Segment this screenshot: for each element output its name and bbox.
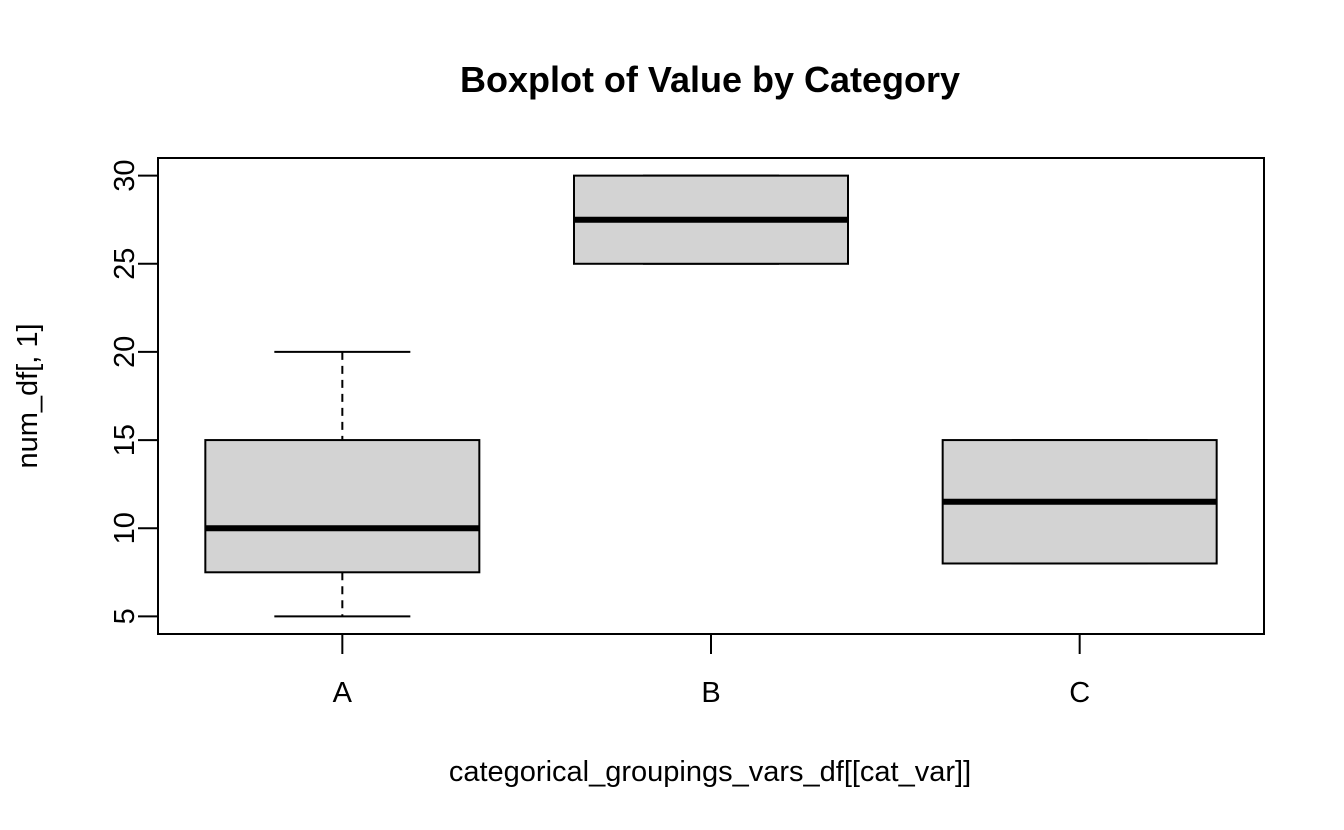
box-C: [941, 439, 1218, 565]
x-tick-label: C: [1069, 677, 1090, 709]
x-axis-title: categorical_groupings_vars_df[[cat_var]]: [449, 756, 971, 788]
y-tick-label: 30: [109, 159, 141, 191]
y-tick-label: 15: [109, 424, 141, 456]
box-B: [573, 174, 849, 265]
boxes-group: [204, 174, 1218, 618]
chart-title: Boxplot of Value by Category: [460, 59, 960, 100]
box-A: [204, 350, 481, 618]
y-tick-label: 10: [109, 512, 141, 544]
x-axis: A B C: [333, 634, 1090, 709]
y-tick-label: 20: [109, 336, 141, 368]
y-axis: 5 10 15 20 25 30: [109, 159, 159, 624]
y-axis-title: num_df[, 1]: [12, 323, 44, 468]
x-tick-label: B: [701, 677, 720, 709]
x-tick-label: A: [333, 677, 353, 709]
y-tick-label: 5: [109, 608, 141, 624]
y-tick-label: 25: [109, 248, 141, 280]
box-iqr: [204, 439, 481, 574]
